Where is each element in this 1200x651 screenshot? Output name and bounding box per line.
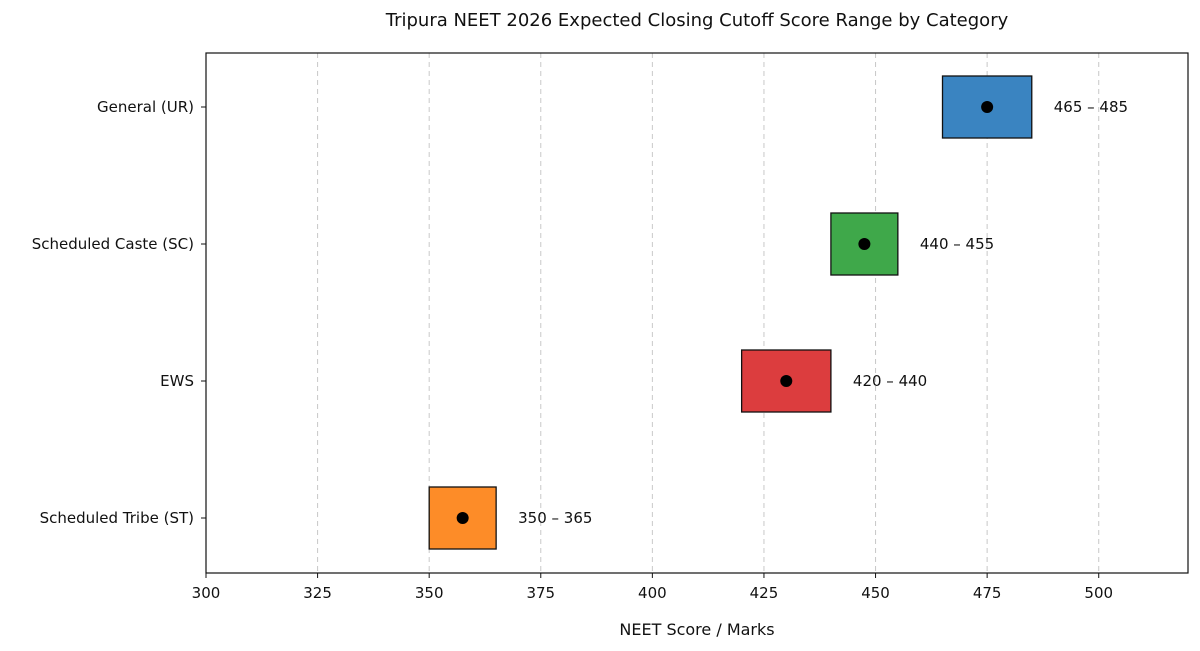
range-value-label: 350 – 365 bbox=[518, 509, 592, 527]
range-value-label: 420 – 440 bbox=[853, 372, 927, 390]
x-tick-label: 425 bbox=[750, 584, 779, 602]
chart-title: Tripura NEET 2026 Expected Closing Cutof… bbox=[385, 10, 1009, 31]
plot-frame bbox=[205, 52, 1189, 574]
y-category-label: General (UR) bbox=[97, 98, 194, 116]
x-tick-label: 475 bbox=[973, 584, 1002, 602]
midpoint-marker bbox=[858, 238, 871, 250]
y-category-label: Scheduled Tribe (ST) bbox=[40, 509, 194, 527]
x-tick-label: 450 bbox=[861, 584, 890, 602]
x-tick-label: 325 bbox=[303, 584, 332, 602]
y-axis: General (UR) Scheduled Caste (SC) EWS Sched… bbox=[32, 98, 206, 527]
midpoint-markers bbox=[456, 101, 994, 524]
midpoint-marker bbox=[456, 512, 469, 524]
x-tick-label: 350 bbox=[415, 584, 444, 602]
x-tick-label: 500 bbox=[1084, 584, 1113, 602]
range-bars bbox=[428, 75, 1033, 550]
x-tick-label: 375 bbox=[526, 584, 555, 602]
x-axis-title: NEET Score / Marks bbox=[619, 620, 774, 639]
x-tick-label: 400 bbox=[638, 584, 667, 602]
y-category-label: EWS bbox=[160, 372, 194, 390]
midpoint-marker bbox=[780, 375, 793, 387]
range-labels: 465 – 485 440 – 455 420 – 440 350 – 365 bbox=[518, 98, 1128, 527]
range-value-label: 465 – 485 bbox=[1054, 98, 1128, 116]
midpoint-marker bbox=[981, 101, 994, 113]
range-value-label: 440 – 455 bbox=[920, 235, 994, 253]
x-axis: 300 325 350 375 400 425 450 475 500 bbox=[192, 573, 1113, 602]
y-category-label: Scheduled Caste (SC) bbox=[32, 235, 194, 253]
x-tick-label: 300 bbox=[192, 584, 221, 602]
